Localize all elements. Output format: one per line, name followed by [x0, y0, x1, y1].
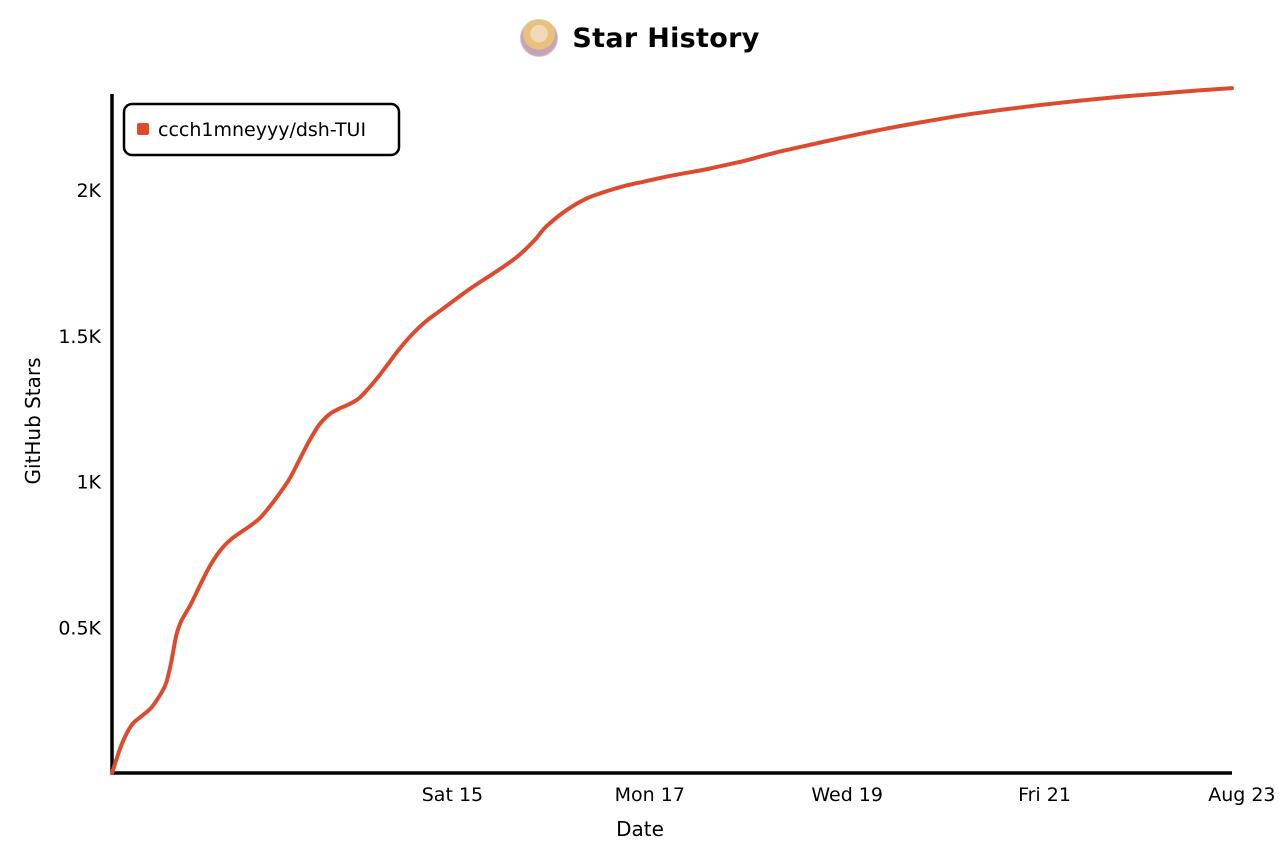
axes: [110, 94, 1232, 775]
y-tick-label: 1K: [76, 472, 101, 494]
chart-title: Star History: [572, 22, 760, 54]
chart-header: Star History: [0, 18, 1280, 58]
legend-swatch: [137, 123, 149, 135]
user-avatar-icon: [520, 19, 559, 57]
x-tick-label: Wed 19: [811, 784, 883, 806]
y-tick-label: 0.5K: [58, 617, 101, 639]
legend-series-label: ccch1mneyyy/dsh-TUI: [158, 119, 366, 141]
x-tick-label: Fri 21: [1018, 784, 1071, 806]
x-tick-label: Sat 15: [422, 784, 483, 806]
y-tick-label: 2K: [76, 180, 101, 202]
legend-box: [122, 102, 401, 157]
series-line: [110, 86, 1234, 775]
x-tick-label: Mon 17: [615, 784, 685, 806]
y-tick-label: 1.5K: [58, 326, 101, 348]
legend[interactable]: ccch1mneyyy/dsh-TUI: [122, 102, 401, 157]
x-axis-label: Date: [616, 817, 664, 841]
x-tick-label: Aug 23: [1208, 784, 1275, 806]
ticks: Sat 15 Mon 17 Wed 19 Fri 21 Aug 23 0.5K 1K 1.5K…: [58, 180, 1275, 806]
y-axis-label: GitHub Stars: [21, 357, 45, 484]
series-layer: [110, 86, 1234, 775]
